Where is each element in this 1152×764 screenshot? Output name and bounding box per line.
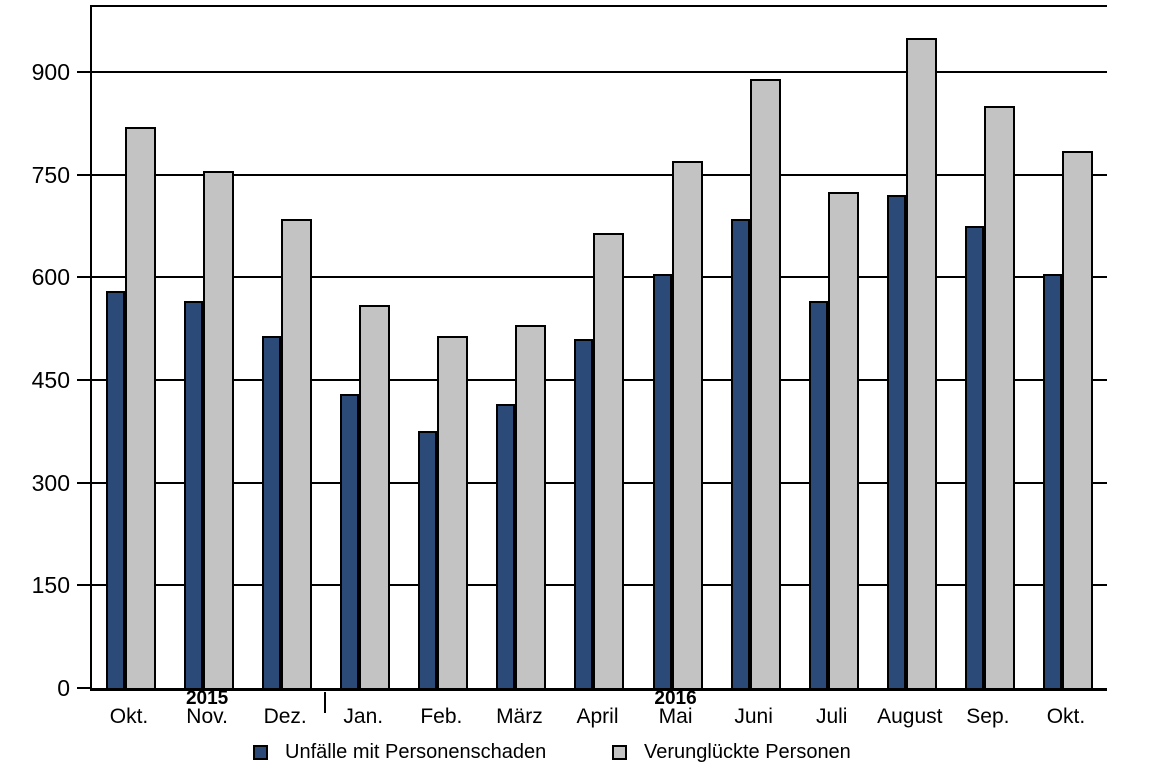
y-axis-label-600: 600: [31, 264, 70, 291]
bar-casualties-1: [125, 127, 157, 688]
x-axis-label-4: Jan.: [343, 705, 384, 728]
x-axis-label-7: April: [576, 705, 619, 728]
y-axis-label-450: 450: [31, 367, 70, 393]
bar-accidents-6: [496, 404, 516, 688]
bar-accidents-2: [184, 301, 204, 688]
bar-accidents-11: [886, 195, 906, 688]
bar-casualties-12: [983, 106, 1015, 688]
year-separator-tick: [324, 692, 326, 713]
bar-casualties-3: [281, 219, 313, 688]
bar-casualties-4: [359, 305, 391, 688]
bar-casualties-5: [437, 336, 469, 688]
bar-group-7: [560, 7, 638, 688]
y-axis-tick: [77, 379, 90, 381]
bar-accidents-3: [262, 336, 282, 688]
x-axis-label-10: Juli: [815, 705, 848, 728]
bar-group-12: [951, 7, 1029, 688]
x-axis-label-3: Dez.: [263, 705, 307, 728]
bar-group-4: [326, 7, 404, 688]
bar-casualties-11: [905, 38, 937, 688]
bar-casualties-6: [515, 325, 547, 688]
bar-accidents-8: [652, 274, 672, 688]
bar-casualties-9: [749, 79, 781, 688]
bar-group-13: [1029, 7, 1107, 688]
x-axis-label-13: Okt.: [1046, 705, 1086, 728]
y-axis-label-0: 0: [57, 675, 70, 701]
legend-swatch-casualties-icon: [612, 744, 627, 760]
bar-casualties-7: [593, 233, 625, 688]
x-axis-label-5: Feb.: [420, 705, 463, 728]
y-axis-tick: [77, 584, 90, 587]
bar-group-3: [248, 7, 326, 688]
legend-swatch-accidents-icon: [253, 744, 268, 760]
y-axis-label-750: 750: [31, 161, 70, 188]
y-axis-tick: [77, 687, 90, 689]
legend-label-casualties: Verunglückte Personen: [644, 741, 851, 763]
x-axis-label-12: Sep.: [966, 705, 1010, 728]
year-label-2015: 2015: [185, 688, 229, 709]
bar-group-2: [170, 7, 248, 688]
bar-accidents-10: [808, 301, 828, 688]
bar-group-9: [717, 7, 795, 688]
bar-casualties-13: [1061, 151, 1093, 688]
bar-accidents-1: [106, 291, 126, 688]
bar-accidents-9: [730, 219, 750, 688]
bar-casualties-2: [203, 171, 235, 688]
legend-label-accidents: Unfälle mit Personenschaden: [285, 741, 547, 763]
bar-casualties-10: [827, 192, 859, 688]
bar-group-1: [92, 7, 170, 688]
y-axis-tick: [77, 276, 90, 279]
plot-area: [90, 5, 1107, 691]
bar-accidents-12: [964, 226, 984, 688]
bar-group-11: [873, 7, 951, 688]
x-axis-label-1: Okt.: [109, 705, 149, 728]
y-axis-tick: [77, 481, 90, 484]
x-axis-label-11: August: [877, 705, 943, 728]
x-axis-label-2: Nov.: [186, 705, 228, 728]
x-axis-label-8: Mai: [658, 705, 693, 728]
bar-accidents-7: [574, 339, 594, 688]
legend-item-accidents: Unfälle mit Personenschaden: [253, 741, 546, 763]
bar-group-6: [482, 7, 560, 688]
bar-group-10: [795, 7, 873, 688]
x-axis-label-9: Juni: [734, 705, 773, 728]
y-axis-label-150: 150: [31, 572, 70, 599]
year-label-2016: 2016: [654, 688, 697, 709]
y-axis-tick: [77, 71, 90, 74]
bar-accidents-5: [418, 431, 438, 688]
y-axis-tick: [77, 173, 90, 176]
bar-casualties-8: [671, 161, 703, 688]
y-axis-label-900: 900: [31, 59, 70, 86]
bar-group-5: [404, 7, 482, 688]
x-axis-label-6: März: [496, 705, 543, 728]
bar-accidents-13: [1042, 274, 1062, 688]
legend-item-casualties: Verunglückte Personen: [612, 741, 851, 763]
gridline-750: [92, 173, 1107, 176]
gridline-900: [92, 71, 1107, 74]
bar-accidents-4: [340, 394, 360, 688]
bar-group-8: [639, 7, 717, 688]
y-axis-label-300: 300: [31, 469, 70, 496]
